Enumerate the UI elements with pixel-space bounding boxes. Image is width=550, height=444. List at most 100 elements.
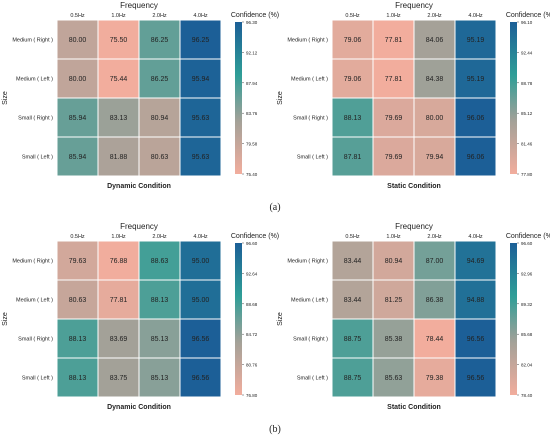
x-tick-label: 2.0Hz bbox=[152, 234, 167, 240]
cell-value-label: 79.63 bbox=[69, 258, 87, 265]
colorbar-tick-label: 92.44 bbox=[521, 50, 533, 55]
cell-value-label: 84.38 bbox=[426, 76, 444, 83]
x-tick-label: 0.5Hz bbox=[345, 234, 360, 240]
heatmap-cell bbox=[454, 318, 497, 359]
x-tick-label: 2.0Hz bbox=[152, 13, 167, 19]
colorbar-tick-label: 82.04 bbox=[521, 363, 533, 368]
chart-title: Frequency bbox=[395, 1, 433, 10]
heatmap-cell bbox=[97, 279, 140, 320]
heatmap-cell bbox=[372, 136, 415, 177]
heatmap-cell bbox=[372, 19, 415, 60]
heatmap-cell bbox=[454, 357, 497, 398]
y-tick-label: Medium ( Right ) bbox=[287, 38, 328, 44]
heatmap-cell bbox=[372, 97, 415, 138]
cell-value-label: 79.06 bbox=[344, 76, 362, 83]
cell-value-label: 88.75 bbox=[344, 336, 362, 343]
colorbar-tick-label: 80.76 bbox=[246, 363, 258, 368]
cell-value-label: 78.44 bbox=[426, 336, 444, 343]
colorbar-tick-label: 92.64 bbox=[246, 271, 258, 276]
y-tick-label: Small ( Left ) bbox=[22, 155, 53, 161]
cell-value-label: 85.38 bbox=[385, 336, 403, 343]
x-tick-label: 0.5Hz bbox=[70, 234, 85, 240]
cell-value-label: 79.94 bbox=[426, 154, 444, 161]
x-axis-label: Static Condition bbox=[387, 404, 441, 411]
heatmap-cell bbox=[97, 357, 140, 398]
x-tick-label: 4.0Hz bbox=[468, 13, 483, 19]
y-tick-label: Medium ( Left ) bbox=[16, 298, 53, 304]
heatmap-cell bbox=[56, 240, 99, 281]
colorbar-tick-label: 76.80 bbox=[246, 393, 258, 398]
x-tick-label: 2.0Hz bbox=[427, 13, 442, 19]
x-tick-label: 0.5Hz bbox=[345, 13, 360, 19]
x-tick-label: 0.5Hz bbox=[70, 13, 85, 19]
heatmap-cell bbox=[56, 279, 99, 320]
heatmap-cell bbox=[372, 357, 415, 398]
cell-value-label: 96.56 bbox=[192, 336, 210, 343]
cell-value-label: 96.06 bbox=[467, 154, 485, 161]
cell-value-label: 84.06 bbox=[426, 37, 444, 44]
heatmap-cell bbox=[56, 318, 99, 359]
colorbar bbox=[510, 22, 517, 174]
cell-value-label: 95.19 bbox=[467, 37, 485, 44]
x-tick-label: 1.0Hz bbox=[386, 234, 401, 240]
colorbar bbox=[235, 243, 242, 395]
y-tick-label: Medium ( Left ) bbox=[16, 77, 53, 83]
y-axis-label: Size bbox=[2, 312, 9, 326]
cell-value-label: 86.25 bbox=[151, 37, 169, 44]
heatmap-cell bbox=[179, 357, 222, 398]
cell-value-label: 85.94 bbox=[69, 115, 87, 122]
colorbar-tick-label: 96.60 bbox=[246, 241, 258, 246]
colorbar-label: Confidence (%) bbox=[231, 233, 279, 240]
y-tick-label: Medium ( Right ) bbox=[12, 259, 53, 265]
heatmap-cell bbox=[179, 97, 222, 138]
heatmap-cell bbox=[56, 357, 99, 398]
caption-b: (b) bbox=[269, 424, 281, 435]
cell-value-label: 95.00 bbox=[192, 258, 210, 265]
y-tick-label: Medium ( Left ) bbox=[291, 77, 328, 83]
cell-value-label: 86.25 bbox=[151, 76, 169, 83]
cell-value-label: 81.88 bbox=[110, 154, 128, 161]
cell-value-label: 83.13 bbox=[110, 115, 128, 122]
y-tick-label: Medium ( Right ) bbox=[287, 259, 328, 265]
cell-value-label: 88.13 bbox=[151, 297, 169, 304]
colorbar-tick-label: 92.96 bbox=[521, 271, 533, 276]
y-tick-label: Small ( Left ) bbox=[297, 376, 328, 382]
y-tick-label: Medium ( Right ) bbox=[12, 38, 53, 44]
x-axis-label: Dynamic Condition bbox=[107, 404, 171, 411]
colorbar-label: Confidence (%) bbox=[506, 233, 550, 240]
colorbar bbox=[510, 243, 517, 395]
colorbar-tick-label: 85.12 bbox=[521, 111, 533, 116]
cell-value-label: 94.88 bbox=[467, 297, 485, 304]
x-axis-label: Dynamic Condition bbox=[107, 183, 171, 190]
heatmap-cell bbox=[331, 318, 374, 359]
heatmap-cell bbox=[454, 136, 497, 177]
y-tick-label: Small ( Left ) bbox=[22, 376, 53, 382]
cell-value-label: 80.63 bbox=[69, 297, 87, 304]
cell-value-label: 85.13 bbox=[151, 336, 169, 343]
y-tick-label: Small ( Right ) bbox=[18, 116, 53, 122]
heatmap-cell bbox=[138, 240, 181, 281]
cell-value-label: 96.06 bbox=[467, 115, 485, 122]
cell-value-label: 88.13 bbox=[69, 336, 87, 343]
heatmap-cell bbox=[413, 136, 456, 177]
colorbar-label: Confidence (%) bbox=[231, 12, 279, 19]
cell-value-label: 95.94 bbox=[192, 76, 210, 83]
cell-value-label: 80.94 bbox=[151, 115, 169, 122]
heatmap-cell bbox=[372, 240, 415, 281]
cell-value-label: 79.38 bbox=[426, 375, 444, 382]
cell-value-label: 77.81 bbox=[110, 297, 128, 304]
colorbar bbox=[235, 22, 242, 174]
heatmap-cell bbox=[413, 357, 456, 398]
cell-value-label: 79.69 bbox=[385, 115, 403, 122]
cell-value-label: 80.00 bbox=[69, 37, 87, 44]
cell-value-label: 83.44 bbox=[344, 297, 362, 304]
cell-value-label: 77.81 bbox=[385, 76, 403, 83]
cell-value-label: 80.94 bbox=[385, 258, 403, 265]
cell-value-label: 83.75 bbox=[110, 375, 128, 382]
heatmap-cell bbox=[97, 97, 140, 138]
colorbar-tick-label: 92.12 bbox=[246, 50, 258, 55]
colorbar-tick-label: 87.94 bbox=[246, 81, 258, 86]
colorbar-tick-label: 88.68 bbox=[246, 302, 258, 307]
cell-value-label: 95.63 bbox=[192, 154, 210, 161]
